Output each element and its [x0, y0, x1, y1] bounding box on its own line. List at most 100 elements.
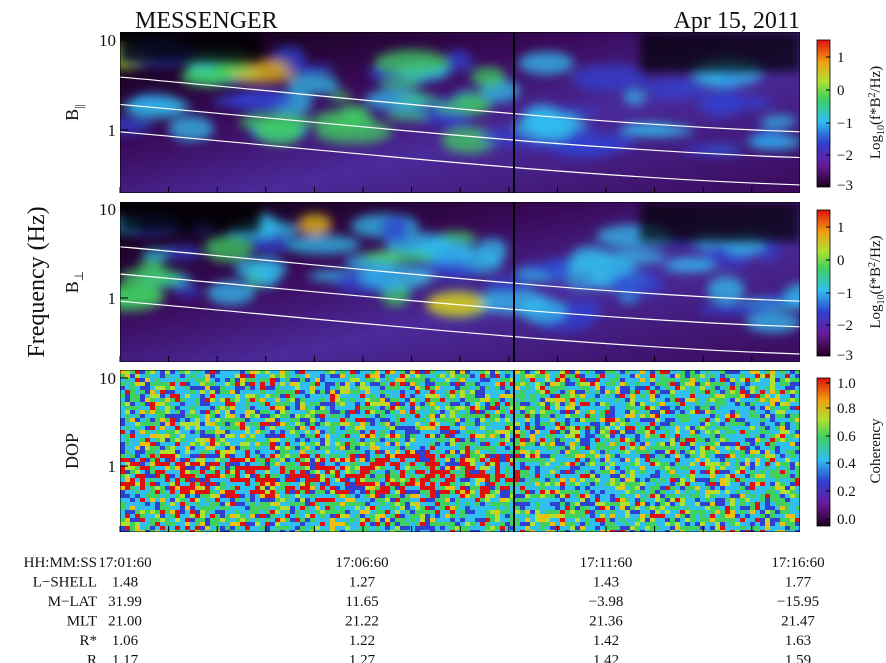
coherency-cell — [315, 514, 320, 518]
coherency-cell — [365, 434, 370, 438]
coherency-cell — [380, 522, 385, 526]
coherency-cell — [640, 474, 645, 478]
coherency-cell — [685, 398, 690, 402]
coherency-cell — [325, 390, 330, 394]
coherency-cell — [355, 486, 360, 490]
coherency-cell — [340, 458, 345, 462]
coherency-cell — [465, 510, 470, 514]
coherency-cell — [345, 502, 350, 506]
coherency-cell — [320, 438, 325, 442]
coherency-cell — [305, 446, 310, 450]
coherency-cell — [320, 466, 325, 470]
coherency-cell — [180, 446, 185, 450]
coherency-cell — [220, 518, 225, 522]
coherency-cell — [575, 386, 580, 390]
coherency-cell — [130, 442, 135, 446]
coherency-cell — [455, 474, 460, 478]
coherency-cell — [235, 374, 240, 378]
coherency-cell — [590, 502, 595, 506]
coherency-cell — [490, 466, 495, 470]
coherency-cell — [265, 414, 270, 418]
coherency-cell — [210, 430, 215, 434]
coherency-cell — [190, 398, 195, 402]
coherency-cell — [690, 450, 695, 454]
coherency-cell — [290, 478, 295, 482]
coherency-cell — [435, 378, 440, 382]
coherency-cell — [435, 442, 440, 446]
coherency-cell — [200, 414, 205, 418]
coherency-cell — [290, 410, 295, 414]
coherency-cell — [465, 526, 470, 530]
coherency-cell — [585, 470, 590, 474]
coherency-cell — [605, 386, 610, 390]
coherency-cell — [540, 438, 545, 442]
coherency-cell — [585, 430, 590, 434]
coherency-cell — [430, 418, 435, 422]
coherency-cell — [665, 370, 670, 374]
coherency-cell — [160, 422, 165, 426]
coherency-cell — [400, 522, 405, 526]
coherency-cell — [600, 378, 605, 382]
coherency-cell — [560, 406, 565, 410]
coherency-cell — [695, 478, 700, 482]
coherency-cell — [195, 426, 200, 430]
coherency-cell — [545, 422, 550, 426]
colorbar-tick-label: −3 — [837, 178, 853, 194]
coherency-cell — [210, 390, 215, 394]
coherency-cell — [275, 382, 280, 386]
coherency-cell — [580, 390, 585, 394]
coherency-cell — [405, 398, 410, 402]
coherency-cell — [325, 522, 330, 526]
coherency-cell — [220, 430, 225, 434]
coherency-cell — [460, 506, 465, 510]
coherency-cell — [685, 422, 690, 426]
coherency-cell — [150, 474, 155, 478]
coherency-cell — [335, 442, 340, 446]
coherency-cell — [670, 374, 675, 378]
coherency-cell — [445, 402, 450, 406]
coherency-cell — [610, 490, 615, 494]
coherency-cell — [150, 490, 155, 494]
coherency-cell — [250, 402, 255, 406]
coherency-cell — [485, 494, 490, 498]
coherency-cell — [475, 414, 480, 418]
coherency-cell — [530, 390, 535, 394]
coherency-cell — [425, 498, 430, 502]
coherency-cell — [410, 374, 415, 378]
coherency-cell — [265, 498, 270, 502]
coherency-cell — [550, 378, 555, 382]
coherency-cell — [290, 378, 295, 382]
coherency-cell — [260, 418, 265, 422]
coherency-cell — [195, 526, 200, 530]
coherency-cell — [680, 450, 685, 454]
coherency-cell — [595, 494, 600, 498]
coherency-cell — [520, 478, 525, 482]
coherency-cell — [420, 426, 425, 430]
coherency-cell — [405, 454, 410, 458]
coherency-cell — [445, 434, 450, 438]
coherency-cell — [310, 382, 315, 386]
coherency-cell — [375, 450, 380, 454]
coherency-cell — [155, 518, 160, 522]
coherency-cell — [250, 458, 255, 462]
coherency-cell — [580, 486, 585, 490]
coherency-cell — [690, 514, 695, 518]
coherency-cell — [680, 502, 685, 506]
coherency-cell — [685, 382, 690, 386]
coherency-cell — [505, 510, 510, 514]
coherency-cell — [680, 470, 685, 474]
coherency-cell — [130, 514, 135, 518]
coherency-cell — [240, 466, 245, 470]
coherency-cell — [675, 450, 680, 454]
coherency-cell — [595, 518, 600, 522]
coherency-cell — [130, 430, 135, 434]
coherency-cell — [210, 518, 215, 522]
coherency-cell — [315, 382, 320, 386]
coherency-cell — [385, 522, 390, 526]
coherency-cell — [170, 382, 175, 386]
coherency-cell — [275, 506, 280, 510]
coherency-cell — [605, 402, 610, 406]
coherency-cell — [340, 390, 345, 394]
coherency-cell — [580, 522, 585, 526]
coherency-cell — [260, 406, 265, 410]
